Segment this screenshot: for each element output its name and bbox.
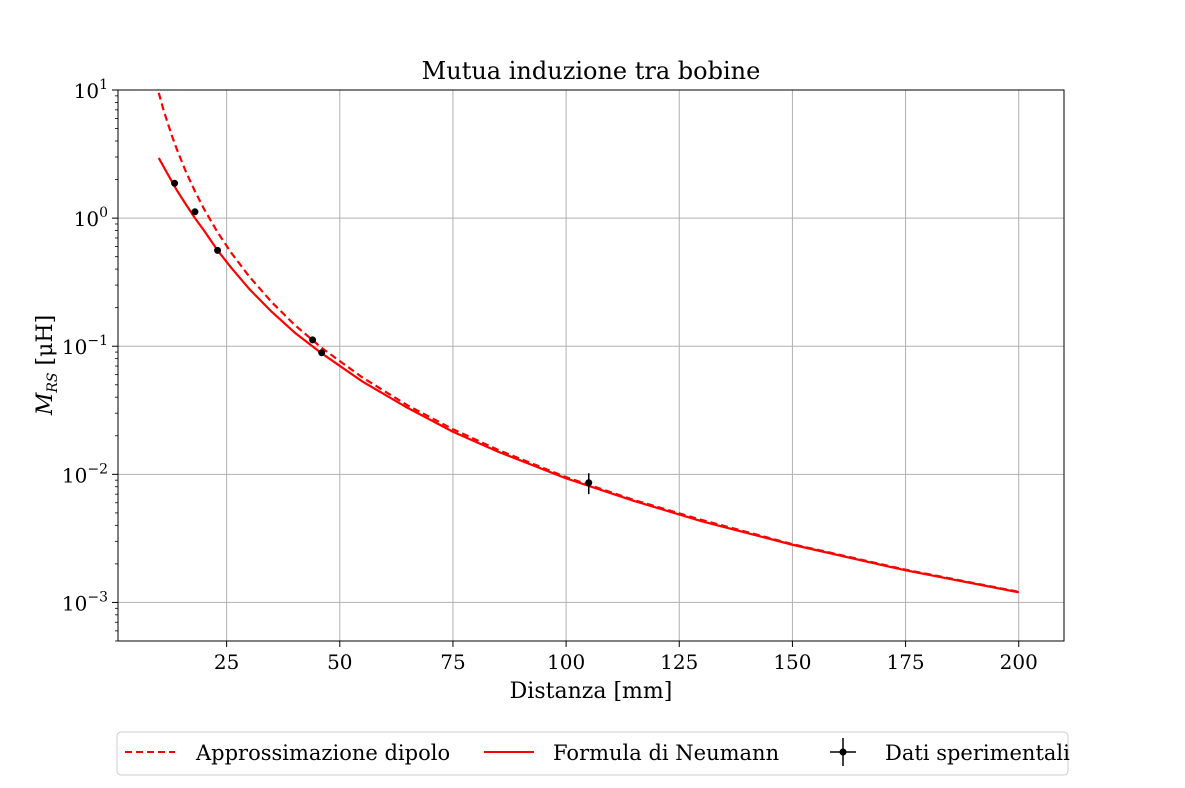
y-axis-label-main: M [33, 392, 58, 416]
y-axis-label-sub: RS [45, 372, 61, 393]
y-axis-label-unit: [μH] [33, 315, 58, 373]
data-point [309, 336, 317, 344]
y-tick-label: 10−3 [62, 589, 108, 615]
legend-frame [116, 731, 1069, 776]
x-tick-label: 175 [886, 650, 924, 674]
data-point [585, 479, 593, 487]
legend-neumann-label: Formula di Neumann [553, 741, 779, 765]
axis-ticks: 25 50 75 100 125 150 175 200 101 100 10−1 10−2 10−3 [62, 77, 1038, 674]
plot-frame [117, 89, 1065, 642]
legend: Approssimazione dipolo Formula di Neuman… [116, 731, 1070, 776]
y-axis-label: MRS [μH] [33, 315, 61, 416]
x-tick-label: 50 [327, 650, 352, 674]
x-tick-label: 100 [547, 650, 585, 674]
x-tick-label: 75 [440, 650, 465, 674]
chart-title: Mutua induzione tra bobine [422, 57, 761, 85]
data-point [191, 208, 199, 216]
y-tick-label: 101 [74, 77, 108, 103]
y-tick-label: 100 [74, 205, 108, 231]
legend-data-label: Dati sperimentali [885, 741, 1070, 765]
neumann-formula-line [157, 157, 1019, 594]
legend-dipole-label: Approssimazione dipolo [195, 741, 450, 765]
y-tick-label: 10−2 [62, 461, 108, 487]
data-point [318, 349, 326, 357]
legend-data-marker [839, 748, 847, 756]
data-point [171, 179, 179, 187]
x-tick-label: 125 [660, 650, 698, 674]
data-point [214, 246, 222, 254]
x-tick-label: 25 [214, 650, 239, 674]
x-tick-label: 200 [1000, 650, 1038, 674]
x-tick-label: 150 [773, 650, 811, 674]
dipole-approximation-line [157, 92, 1019, 593]
x-axis-label: Distanza [mm] [510, 679, 673, 704]
plot-series [157, 92, 1019, 594]
y-tick-label: 10−1 [62, 333, 108, 359]
